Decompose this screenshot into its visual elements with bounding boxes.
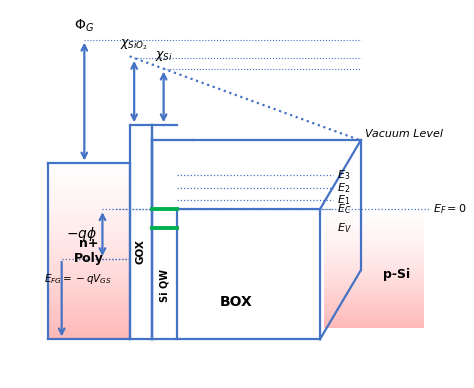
Text: $\chi_{SiO_2}$: $\chi_{SiO_2}$	[120, 38, 148, 52]
Text: $E_F = 0$: $E_F = 0$	[433, 203, 467, 216]
Text: $\chi_{Si}$: $\chi_{Si}$	[155, 49, 173, 63]
Text: Vacuum Level: Vacuum Level	[365, 128, 443, 139]
Text: $E_3$: $E_3$	[337, 168, 350, 182]
Text: GOX: GOX	[136, 239, 146, 264]
Text: $E_1$: $E_1$	[337, 193, 350, 207]
Text: $E_{FG}=-qV_{GS}$: $E_{FG}=-qV_{GS}$	[44, 272, 111, 286]
Text: n+
Poly: n+ Poly	[74, 237, 104, 265]
Text: $\Phi_G$: $\Phi_G$	[74, 18, 94, 34]
Text: p-Si: p-Si	[383, 268, 410, 281]
Text: $E_C$: $E_C$	[337, 203, 352, 216]
Text: $E_V$: $E_V$	[337, 222, 352, 235]
Text: BOX: BOX	[220, 295, 253, 309]
Text: $-q\phi$: $-q\phi$	[66, 225, 97, 243]
Text: $E_2$: $E_2$	[337, 181, 350, 195]
Text: Si QW: Si QW	[160, 269, 170, 302]
